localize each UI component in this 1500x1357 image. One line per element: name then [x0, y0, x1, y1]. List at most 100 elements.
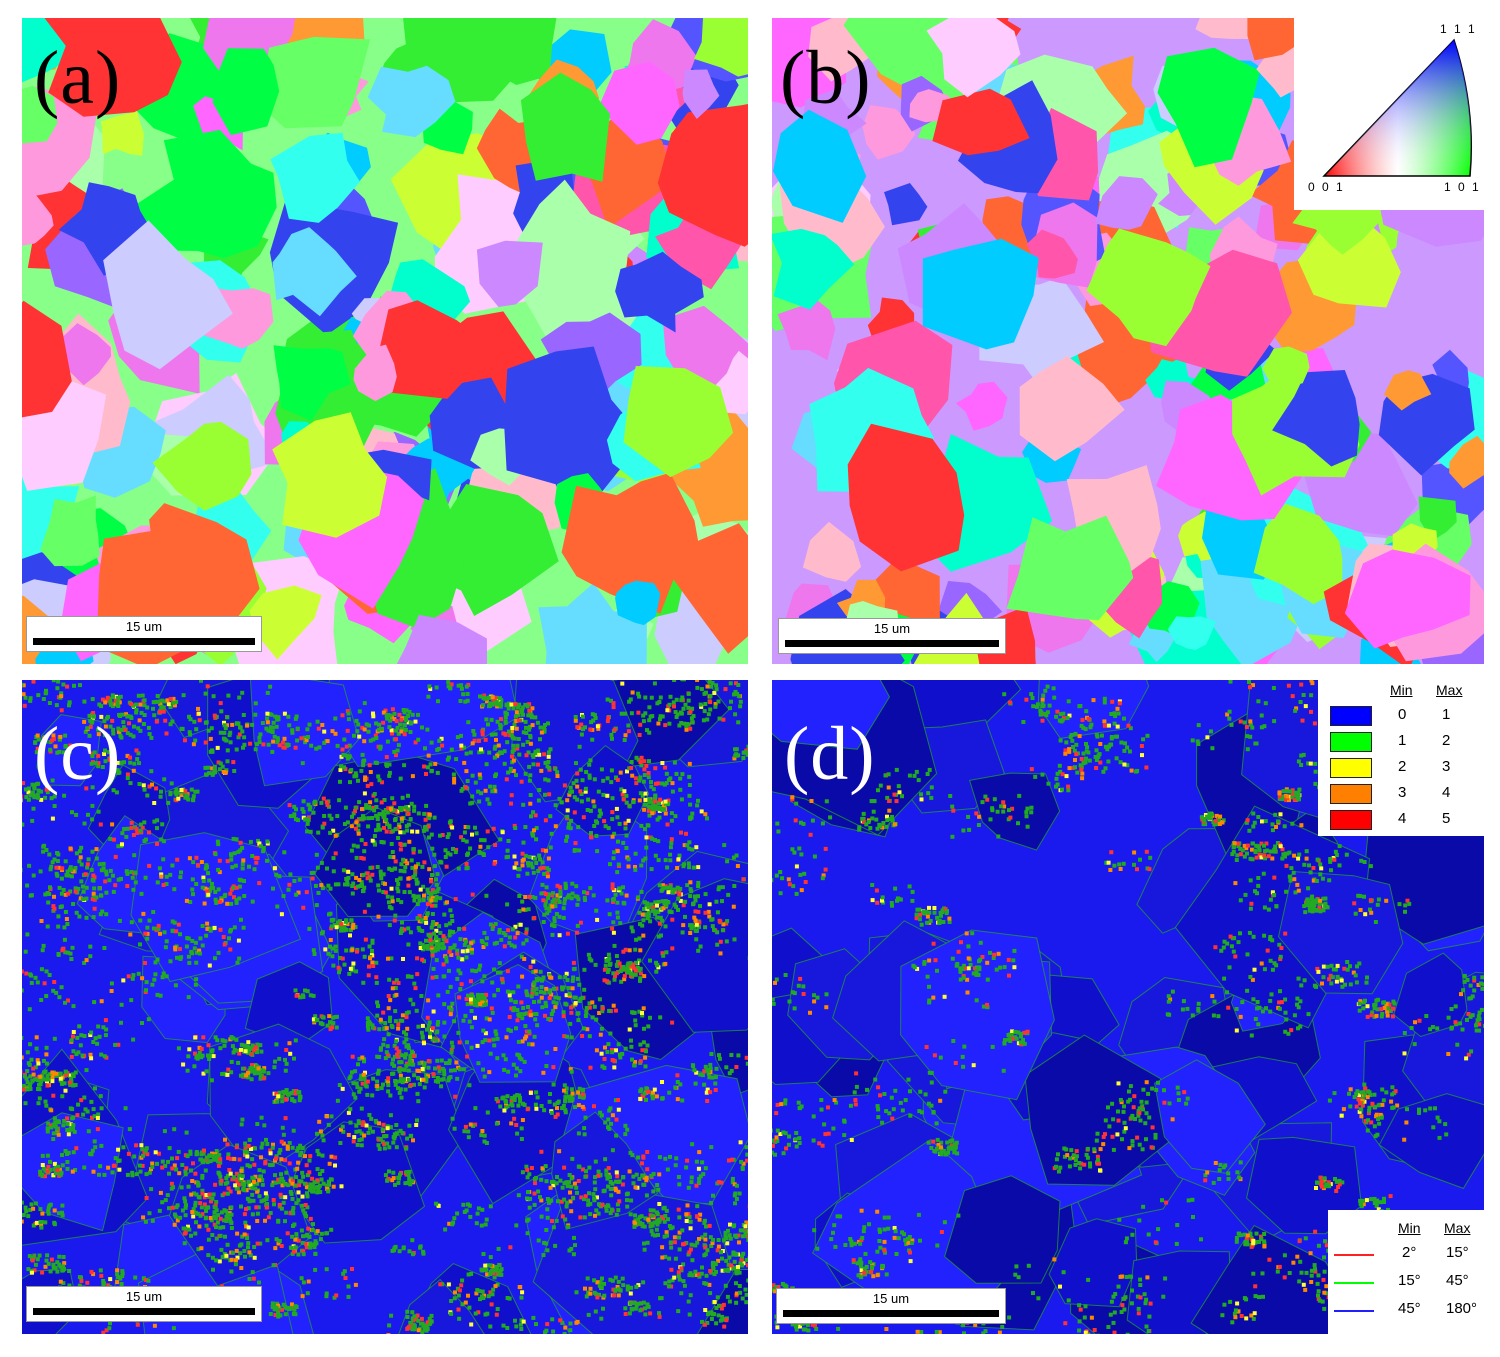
- ipf-map-b: (b) 15 um 1 1 1 0 0 1 1 0 1: [772, 18, 1484, 664]
- kam-map-d: (d) 15 um Min Max 0 1 1 2 2 3 3 4 4 5 Mi…: [772, 680, 1484, 1334]
- grain: [212, 48, 280, 136]
- grain: [272, 227, 357, 317]
- ipf-color-key: 1 1 1 0 0 1 1 0 1: [1294, 18, 1484, 210]
- grain: [1006, 515, 1134, 621]
- grain: [396, 614, 488, 664]
- grain: [802, 521, 862, 582]
- grain: [22, 469, 80, 562]
- panel-label-c: (c): [34, 712, 122, 796]
- boundary-legend-max-header: Max: [1444, 1220, 1471, 1236]
- grain: [353, 344, 397, 402]
- kam-map-c-image: [22, 680, 748, 1334]
- kam-legend-max-header: Max: [1436, 682, 1463, 698]
- grain: [22, 85, 58, 144]
- grain: [477, 18, 557, 85]
- grain: [492, 179, 631, 339]
- grain: [1195, 18, 1258, 39]
- scale-bar-b-text: 15 um: [873, 621, 911, 636]
- scale-bar-d-line: [783, 1310, 999, 1317]
- kam-legend-min-4: 4: [1398, 810, 1407, 827]
- grain: [772, 228, 855, 310]
- ipf-label-101: 1 0 1: [1444, 180, 1481, 194]
- scale-bar-c: 15 um: [26, 1286, 262, 1322]
- grain: [1019, 356, 1125, 462]
- scale-bar-d: 15 um: [776, 1288, 1006, 1324]
- kam-legend-min-3: 3: [1398, 784, 1407, 801]
- grain: [367, 65, 456, 138]
- scale-bar-a: 15 um: [26, 616, 262, 652]
- grain: [273, 345, 351, 421]
- grain: [956, 381, 1008, 431]
- grain: [1262, 346, 1310, 390]
- grain: [272, 412, 388, 538]
- boundary-legend-max-1: 45°: [1446, 1272, 1469, 1289]
- grain: [1253, 503, 1343, 605]
- grain: [598, 61, 680, 145]
- boundary-legend-max-0: 15°: [1446, 1244, 1469, 1261]
- ipf-triangle: [1322, 38, 1472, 177]
- grain: [1026, 229, 1078, 279]
- kam-map-c: (c) 15 um: [22, 680, 748, 1334]
- grain: [1086, 228, 1211, 347]
- grain: [44, 18, 182, 117]
- kam-legend-swatch-4: [1330, 810, 1372, 830]
- grain: [103, 220, 233, 370]
- kam-legend-swatch-3: [1330, 784, 1372, 804]
- boundary-legend-min-0: 2°: [1402, 1244, 1417, 1261]
- grain: [538, 583, 647, 664]
- grain: [22, 300, 72, 418]
- scale-bar-d-text: 15 um: [872, 1291, 910, 1306]
- grain: [682, 69, 720, 119]
- kam-legend-min-1: 1: [1398, 732, 1407, 749]
- grain: [1384, 370, 1432, 411]
- ipf-label-001: 0 0 1: [1308, 180, 1345, 194]
- kam-legend-swatch-0: [1330, 706, 1372, 726]
- grain: [1272, 370, 1360, 467]
- scale-bar-c-line: [33, 1308, 255, 1315]
- scale-bar-b: 15 um: [778, 618, 1006, 654]
- kam-legend-max-0: 1: [1442, 706, 1451, 723]
- boundary-legend-line-0: [1334, 1254, 1374, 1256]
- grain: [249, 585, 322, 660]
- grain: [922, 238, 1039, 350]
- kam-legend-swatch-2: [1330, 758, 1372, 778]
- grain: [615, 580, 661, 626]
- ipf-map-a-image: [22, 18, 748, 664]
- grain: [862, 105, 916, 160]
- grain: [132, 129, 277, 259]
- grain: [40, 495, 100, 567]
- grain: [426, 484, 559, 616]
- grain: [623, 366, 734, 478]
- scale-bar-a-line: [33, 638, 255, 645]
- boundary-legend-line-1: [1334, 1282, 1374, 1284]
- grain: [561, 472, 699, 614]
- boundary-legend-min-2: 45°: [1398, 1300, 1421, 1317]
- ipf-label-111: 1 1 1: [1440, 22, 1477, 36]
- grain: [258, 36, 371, 129]
- grain: [48, 323, 111, 386]
- kam-legend-min-2: 2: [1398, 758, 1407, 775]
- grain: [884, 183, 928, 226]
- boundary-legend-min-header: Min: [1398, 1220, 1421, 1236]
- kam-legend-max-4: 5: [1442, 810, 1451, 827]
- grain: [773, 109, 867, 223]
- kam-legend: Min Max 0 1 1 2 2 3 3 4 4 5: [1318, 680, 1484, 836]
- panel-label-a: (a): [34, 36, 122, 120]
- scale-bar-b-line: [785, 640, 999, 647]
- grain: [504, 346, 636, 485]
- grain: [101, 109, 144, 156]
- grain: [1157, 47, 1260, 168]
- scale-bar-a-text: 15 um: [125, 619, 163, 634]
- grain: [520, 72, 610, 182]
- panel-label-d: (d): [784, 712, 876, 796]
- grain: [376, 300, 494, 399]
- grain: [926, 18, 1021, 98]
- grain: [694, 18, 748, 77]
- scale-bar-c-text: 15 um: [125, 1289, 163, 1304]
- kam-legend-min-header: Min: [1390, 682, 1413, 698]
- grain: [847, 423, 965, 572]
- kam-legend-max-3: 4: [1442, 784, 1451, 801]
- grain: [932, 88, 1030, 156]
- grain: [1344, 549, 1471, 649]
- ipf-map-a: (a) 15 um: [22, 18, 748, 664]
